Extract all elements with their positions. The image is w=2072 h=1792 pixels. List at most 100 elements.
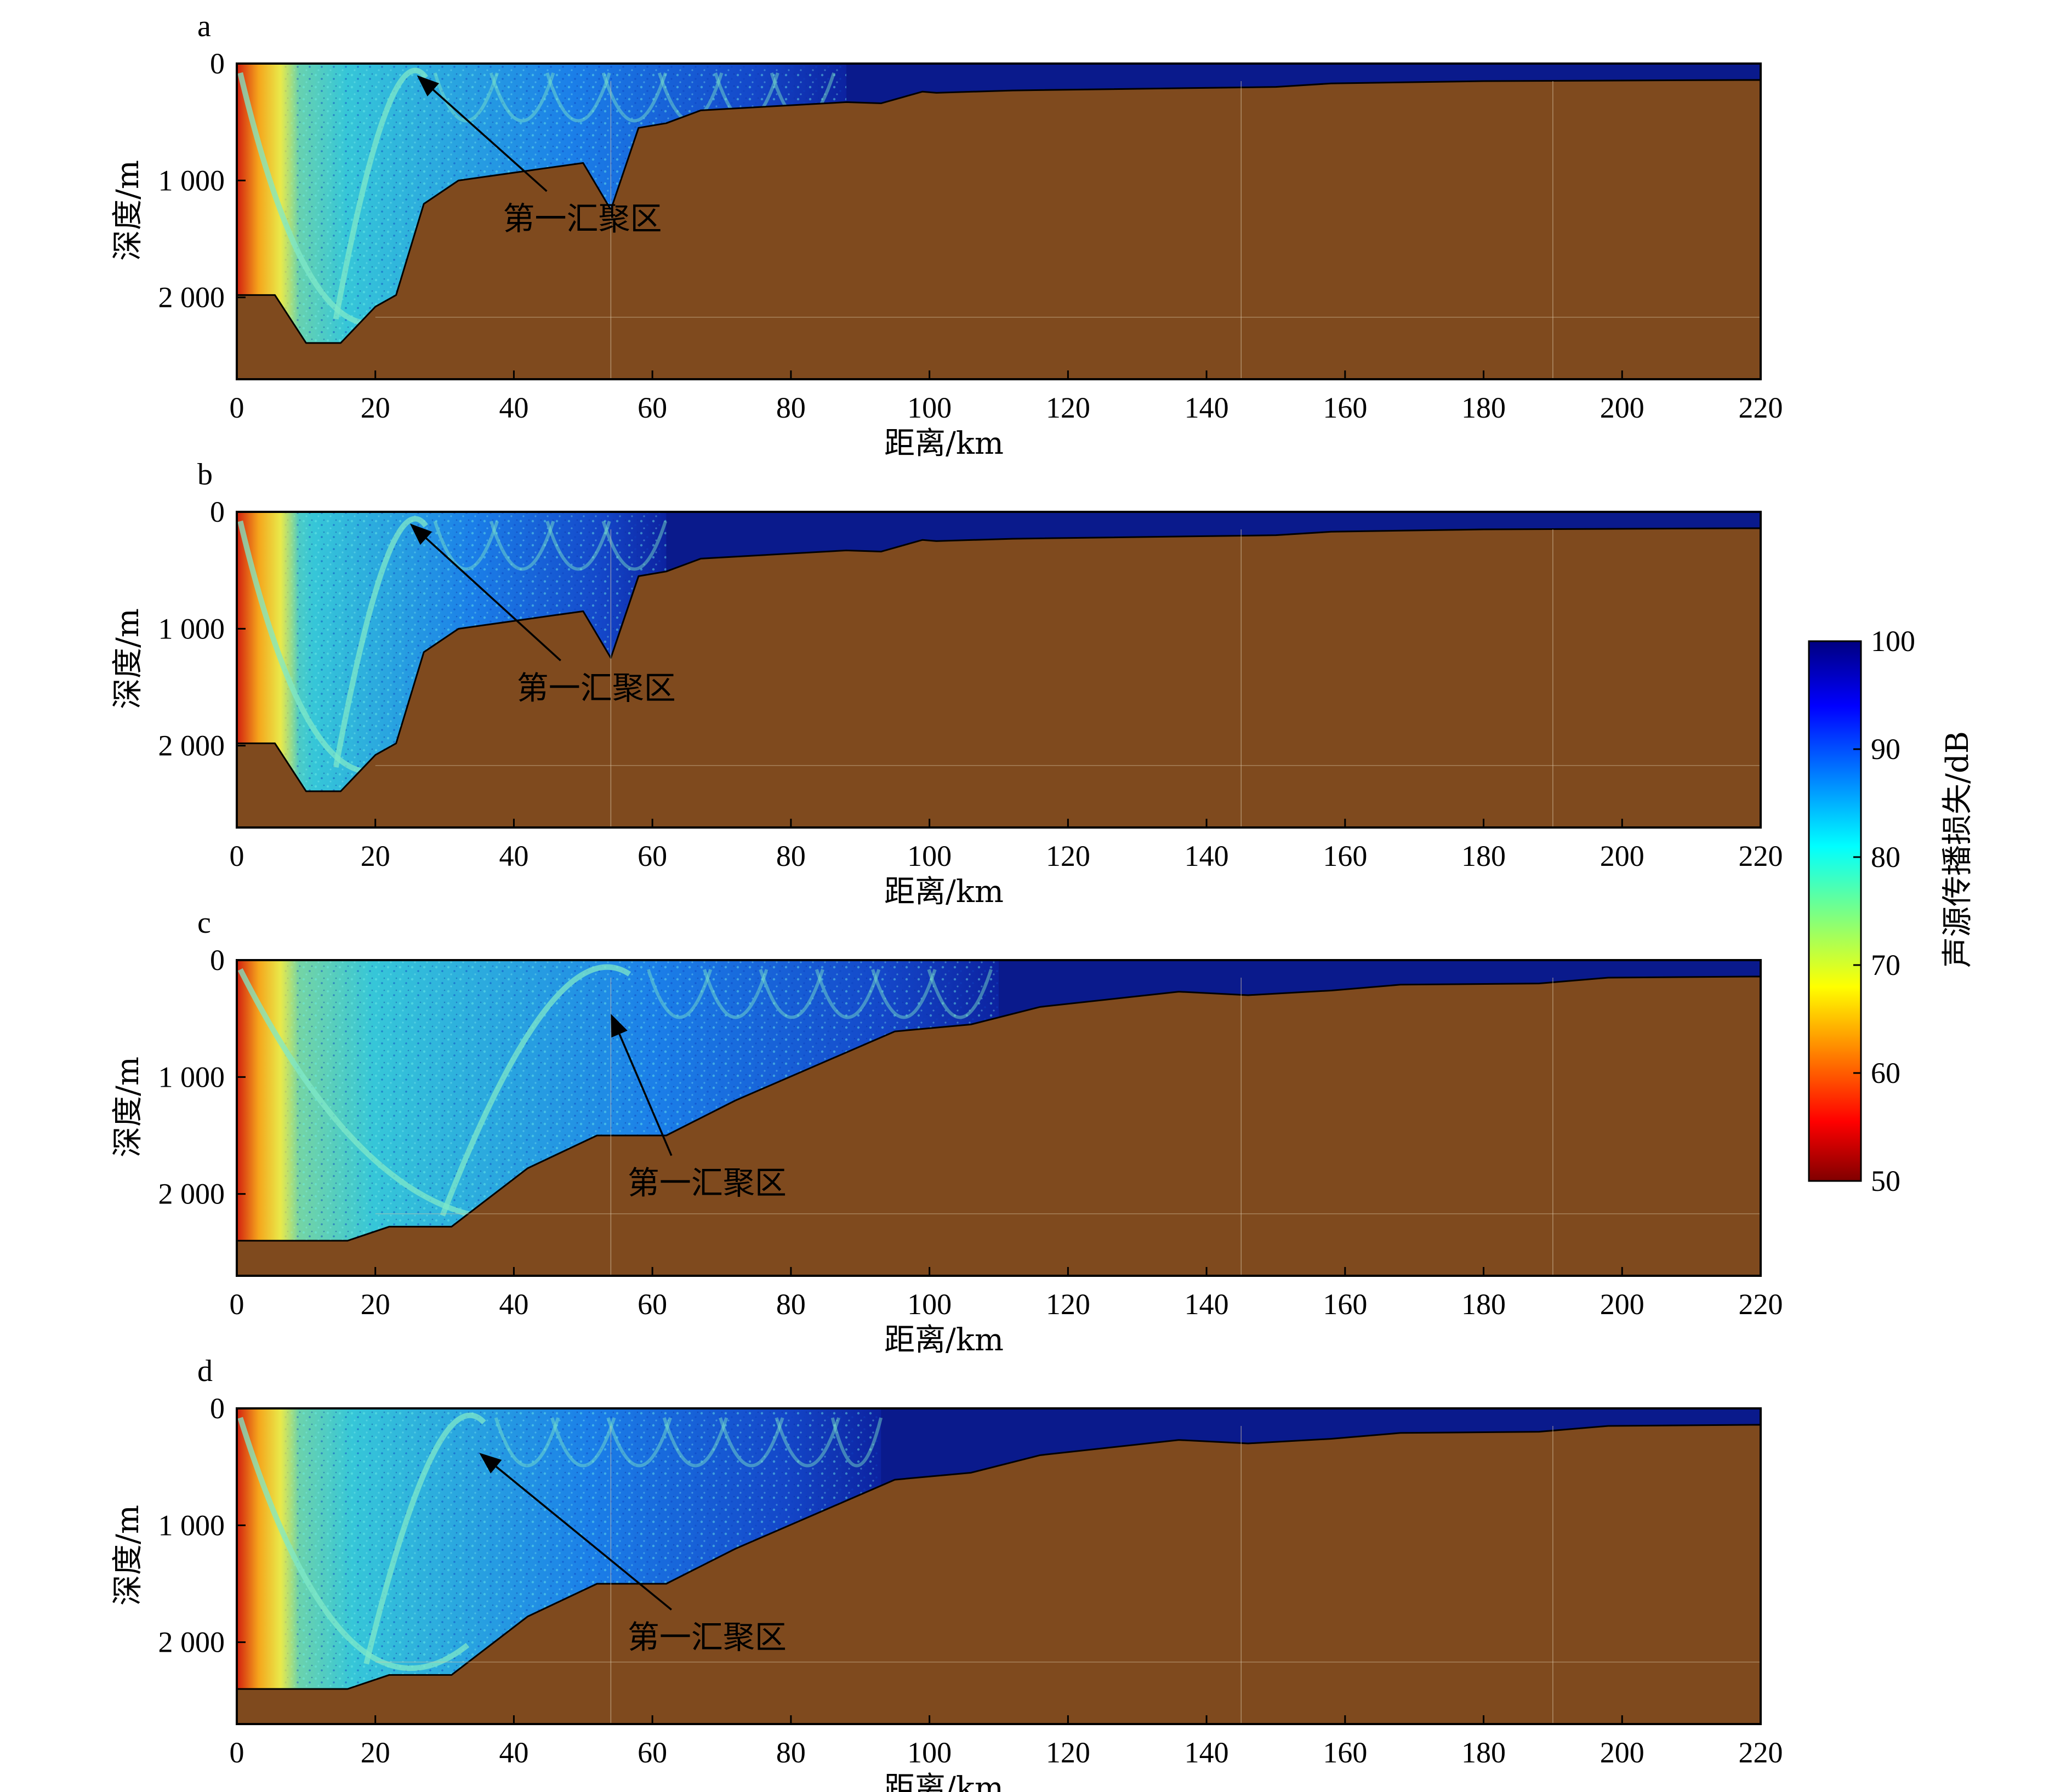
- annotation-arrow-head: [417, 75, 440, 96]
- ray-arc: [545, 72, 611, 123]
- x-tick-label: 120: [1046, 391, 1090, 424]
- y-tick-label: 0: [210, 495, 225, 528]
- seabed: [237, 79, 1761, 379]
- colorbar-label: 声源传播损失/dB: [1940, 731, 1976, 968]
- y-axis-label: 深度/m: [110, 1057, 146, 1157]
- annotation-text: 第一汇聚区: [503, 200, 662, 237]
- y-tick-label: 1 000: [158, 612, 225, 645]
- panel-label: d: [197, 1354, 213, 1388]
- y-tick-label: 2 000: [158, 281, 225, 314]
- colorbar-tick-label: 60: [1871, 1057, 1900, 1089]
- ray-arc: [871, 969, 937, 1019]
- annotation-arrow-line: [432, 89, 548, 192]
- x-tick-label: 160: [1323, 391, 1367, 424]
- x-tick-label: 60: [637, 840, 667, 872]
- seabed: [237, 975, 1761, 1276]
- seabed: [237, 527, 1761, 827]
- x-tick-label: 180: [1461, 391, 1506, 424]
- panel-label: b: [197, 458, 213, 492]
- annotation-text: 第一汇聚区: [628, 1165, 787, 1202]
- x-tick-label: 220: [1739, 1736, 1783, 1769]
- x-tick-label: 20: [361, 840, 390, 872]
- x-tick-label: 100: [907, 391, 952, 424]
- plot-frame: [236, 959, 1762, 1277]
- ray-arc: [606, 1417, 672, 1468]
- ray-arc: [759, 969, 824, 1019]
- panel-label: a: [197, 9, 211, 43]
- x-tick-label: 80: [776, 391, 806, 424]
- x-tick-label: 140: [1185, 1736, 1229, 1769]
- source-hot-zone: [237, 960, 299, 1276]
- ray-arc: [494, 1417, 560, 1468]
- annotation-arrow-head: [409, 523, 432, 545]
- x-tick-label: 220: [1739, 840, 1783, 872]
- ray-arc: [333, 67, 428, 320]
- x-tick-label: 140: [1185, 1288, 1229, 1321]
- panel-a: 0 20 40 60 80 100 120 140 160 180 200 220 0 1 000 2 00…: [110, 9, 1783, 461]
- y-axis-label: 深度/m: [110, 1505, 146, 1606]
- x-tick-label: 120: [1046, 1288, 1090, 1321]
- x-tick-label: 60: [637, 1736, 667, 1769]
- x-tick-label: 20: [361, 1288, 390, 1321]
- x-tick-label: 220: [1739, 391, 1783, 424]
- x-tick-label: 80: [776, 840, 806, 872]
- x-tick-label: 220: [1739, 1288, 1783, 1321]
- ray-arc: [830, 1417, 883, 1468]
- x-tick-label: 180: [1461, 840, 1506, 872]
- colorbar-tick-label: 70: [1871, 949, 1900, 981]
- annotation-arrow-line: [425, 537, 561, 661]
- x-axis-label: 距离/km: [884, 1322, 1004, 1358]
- x-tick-label: 100: [907, 1288, 952, 1321]
- colorbar-tick-label: 50: [1871, 1165, 1900, 1197]
- x-tick-label: 60: [637, 391, 667, 424]
- y-tick-label: 2 000: [158, 1626, 225, 1659]
- colorbar-gradient: [1808, 640, 1862, 1182]
- y-tick-label: 0: [210, 944, 225, 977]
- ray-arc: [433, 72, 499, 123]
- plot-frame: [236, 1407, 1762, 1725]
- x-tick-label: 160: [1323, 1288, 1367, 1321]
- x-tick-label: 0: [230, 391, 244, 424]
- panel-d: 0 20 40 60 80 100 120 140 160 180 200 220 0 1 000 2 00…: [110, 1354, 1783, 1792]
- x-tick-label: 180: [1461, 1288, 1506, 1321]
- ray-arc: [662, 1417, 728, 1468]
- annotation-text: 第一汇聚区: [628, 1618, 787, 1656]
- x-tick-label: 200: [1600, 840, 1644, 872]
- x-axis-label: 距离/km: [884, 874, 1004, 910]
- panel-b: 0 20 40 60 80 100 120 140 160 180 200 220 0 1 000 2 00…: [110, 458, 1783, 910]
- x-tick-label: 40: [499, 391, 528, 424]
- x-tick-label: 60: [637, 1288, 667, 1321]
- ray-arc: [815, 969, 881, 1019]
- ray-arc: [719, 1417, 784, 1468]
- x-tick-label: 160: [1323, 1736, 1367, 1769]
- colorbar-tick-label: 80: [1871, 841, 1900, 874]
- plot-frame: [236, 511, 1762, 829]
- colorbar-tick-label: 100: [1871, 625, 1915, 658]
- ray-arc: [775, 1417, 840, 1468]
- seabed: [237, 1424, 1761, 1724]
- y-axis-label: 深度/m: [110, 160, 146, 261]
- ray-arc: [433, 521, 499, 571]
- panel-label: c: [197, 906, 211, 940]
- x-tick-label: 100: [907, 1736, 952, 1769]
- x-axis-label: 距离/km: [884, 1771, 1004, 1792]
- x-tick-label: 120: [1046, 1736, 1090, 1769]
- x-tick-label: 100: [907, 840, 952, 872]
- x-tick-label: 0: [230, 840, 244, 872]
- panel-c: 0 20 40 60 80 100 120 140 160 180 200 220 0 1 000 2 00…: [110, 906, 1783, 1358]
- y-tick-label: 1 000: [158, 1060, 225, 1093]
- ray-arc: [440, 964, 631, 1217]
- annotation-arrow-head: [479, 1453, 502, 1474]
- x-tick-label: 80: [776, 1288, 806, 1321]
- x-tick-label: 120: [1046, 840, 1090, 872]
- y-tick-label: 1 000: [158, 1509, 225, 1542]
- x-tick-label: 20: [361, 391, 390, 424]
- y-tick-label: 2 000: [158, 729, 225, 762]
- x-tick-label: 180: [1461, 1736, 1506, 1769]
- y-tick-label: 0: [210, 47, 225, 80]
- ray-arc: [237, 1417, 470, 1671]
- ray-arc: [363, 1412, 486, 1665]
- x-tick-label: 0: [230, 1736, 244, 1769]
- ray-arc: [646, 969, 713, 1019]
